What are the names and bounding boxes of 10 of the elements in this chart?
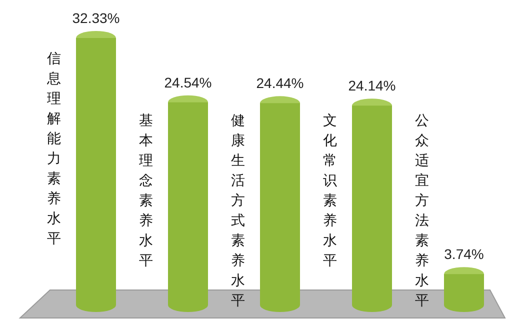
x-tick-label: 健康生活方式素养水平 (231, 113, 245, 309)
data-label: 24.14% (348, 78, 396, 94)
x-tick-label: 公众适宜方法素养水平 (415, 113, 429, 309)
data-label: 24.44% (256, 75, 304, 92)
x-tick-label: 文化常识素养水平 (323, 113, 337, 269)
x-tick-label: 信息理解能力素养水平 (47, 51, 61, 247)
x-tick-label: 基本理念素养水平 (139, 113, 153, 269)
data-label: 3.74% (444, 246, 484, 262)
data-label: 32.33% (72, 10, 120, 26)
data-label: 24.54% (164, 74, 212, 90)
